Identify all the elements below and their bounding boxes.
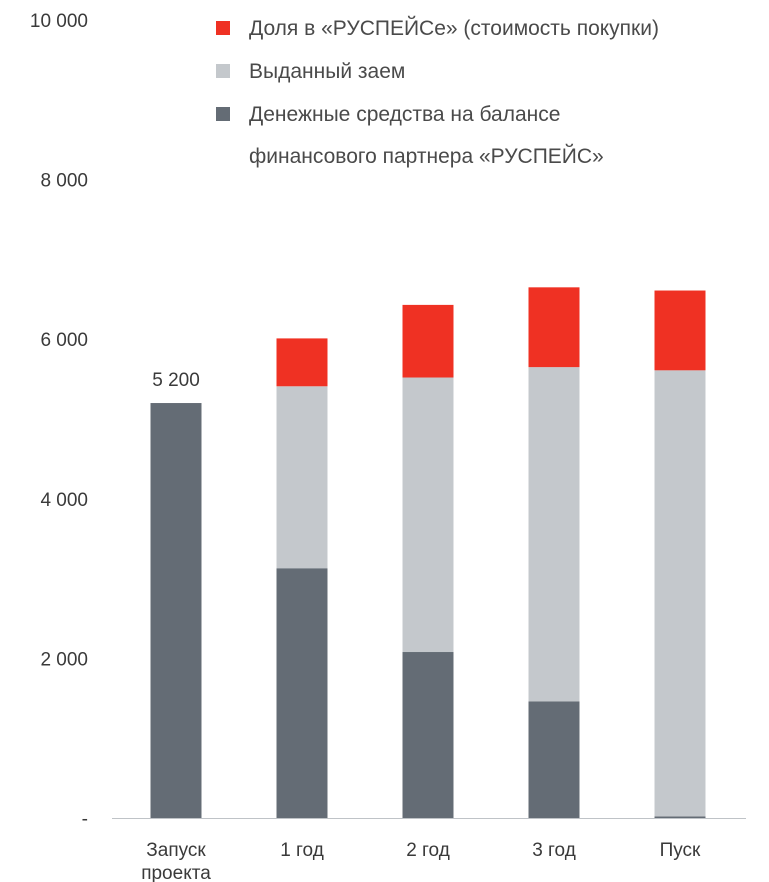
bar-segment bbox=[654, 290, 706, 371]
x-tick-label: Пуск bbox=[660, 840, 701, 861]
x-tick-label: проекта bbox=[141, 863, 211, 882]
data-labels: 5 200 bbox=[152, 370, 200, 391]
bar-segment bbox=[150, 403, 202, 818]
bar-segment bbox=[276, 386, 328, 569]
legend-marker bbox=[216, 64, 230, 78]
y-tick-label: 2 000 bbox=[40, 649, 88, 670]
bar-segment bbox=[276, 568, 328, 818]
bar-segment bbox=[402, 652, 454, 818]
x-tick-label: Запуск bbox=[146, 840, 206, 861]
bar-segment bbox=[528, 701, 580, 818]
legend-label: Денежные средства на балансе bbox=[249, 103, 560, 126]
data-label: 5 200 bbox=[152, 370, 200, 391]
y-tick-label: 10 000 bbox=[30, 11, 88, 32]
bars bbox=[150, 287, 706, 818]
y-axis: - 2 000 4 000 6 000 8 000 10 000 bbox=[30, 11, 88, 830]
y-tick-label: 6 000 bbox=[40, 330, 88, 351]
y-tick-label: 8 000 bbox=[40, 171, 88, 192]
bar-segment bbox=[654, 370, 706, 817]
y-tick-label: - bbox=[82, 809, 88, 830]
x-tick-label: 3 год bbox=[532, 840, 576, 861]
x-tick-label: 2 год bbox=[406, 840, 450, 861]
legend-label: Доля в «РУСПЕЙСе» (стоимость покупки) bbox=[249, 16, 659, 40]
legend-label: финансового партнера «РУСПЕЙС» bbox=[249, 144, 604, 168]
legend-marker bbox=[216, 107, 230, 121]
bar-segment bbox=[528, 367, 580, 702]
bar-segment bbox=[402, 377, 454, 653]
bar-segment bbox=[402, 304, 454, 378]
bar-segment bbox=[528, 287, 580, 368]
legend-label: Выданный заем bbox=[249, 60, 405, 83]
y-tick-label: 4 000 bbox=[40, 490, 88, 511]
legend-marker bbox=[216, 21, 230, 35]
bar-segment bbox=[654, 816, 706, 818]
legend: Доля в «РУСПЕЙСе» (стоимость покупки) Выд… bbox=[216, 16, 659, 168]
bar-segment bbox=[276, 338, 328, 387]
x-axis: Запуск проекта 1 год 2 год 3 год Пуск bbox=[112, 818, 746, 882]
x-tick-label: 1 год bbox=[280, 840, 324, 861]
